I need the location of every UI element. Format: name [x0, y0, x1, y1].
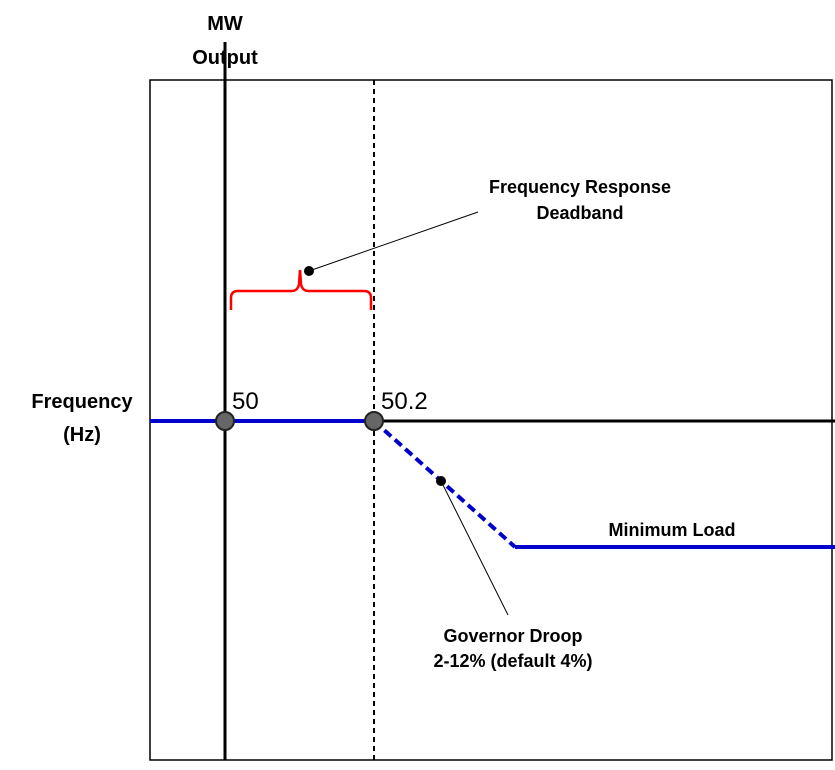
deadband-label-line2: Deadband [536, 203, 623, 223]
marker-50hz [215, 411, 235, 431]
deadband-leader-line [308, 211, 479, 272]
x-axis-label-line1: Frequency [31, 391, 133, 413]
marker-50-2hz [364, 411, 384, 431]
droop-line [372, 419, 517, 549]
point-label-50: 50 [232, 388, 259, 415]
droop-label-line1: Governor Droop [443, 626, 582, 646]
droop-leader-line [440, 480, 509, 616]
droop-label-line2: 2-12% (default 4%) [433, 651, 592, 671]
deadband-leader-dot [304, 266, 314, 276]
x-axis-label-line2: (Hz) [63, 424, 101, 446]
y-axis-label-line1: MW [207, 13, 243, 35]
minimum-load-label: Minimum Load [609, 520, 736, 540]
y-axis-label-line2: Output [192, 47, 258, 69]
droop-leader-dot [436, 476, 446, 486]
deadband-label-line1: Frequency Response [489, 177, 671, 197]
deadband-bracket [229, 269, 373, 310]
point-label-50-2: 50.2 [381, 388, 428, 415]
